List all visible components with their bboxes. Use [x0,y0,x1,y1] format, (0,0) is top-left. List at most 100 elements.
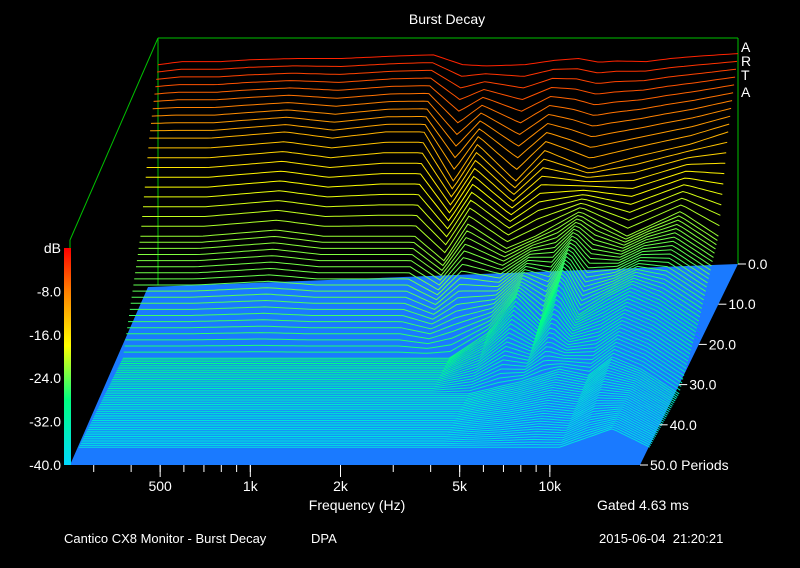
decay-slice [145,170,725,214]
decay-slice [96,383,670,413]
decay-slice [146,160,726,206]
decay-slice [143,190,722,238]
y-axis-ticks: dB -8.0 -16.0 -24.0 -32.0 -40.0 [29,240,61,473]
y-tick-label: -8.0 [37,283,61,299]
chart-title: Burst Decay [409,11,485,27]
decay-slice [140,211,719,262]
x-tick-label: 500 [148,478,172,494]
decay-slice [92,394,666,420]
decay-slice [106,352,681,393]
decay-slice [134,235,712,296]
decay-slice [137,221,716,276]
decay-slice [157,53,739,67]
decay-slice [119,298,696,366]
x-axis-label: Frequency (Hz) [309,497,405,513]
decay-slice [126,266,703,340]
decay-slice [132,242,710,306]
decay-slice [97,380,671,411]
z-axis-ticks: 0.0 10.0 20.0 30.0 40.0 50.0 Periods [640,256,768,473]
decay-slice [125,269,702,345]
decay-slice [130,249,708,315]
decay-slice [114,319,690,377]
decay-slice [117,305,694,370]
decay-slice [115,312,692,373]
decay-slice [105,356,680,395]
decay-slice [118,301,695,368]
decay-slice [156,68,737,89]
decay-slice [101,367,676,402]
decay-slice [99,375,673,407]
decay-slice [122,279,700,359]
decay-slice [127,262,704,335]
decay-slice [85,412,658,434]
watermark-letter-3: T [741,67,750,83]
decay-slice [99,372,674,405]
decay-slice [92,397,665,421]
decay-slice [78,428,651,448]
decay-slice [142,197,721,246]
decay-slice [128,259,705,330]
decay-slice [103,361,678,398]
x-tick-label: 2k [333,478,349,494]
decay-slice [81,422,653,443]
x-tick-label: 1k [243,478,259,494]
decay-slice [157,60,738,77]
decay-slice [111,330,687,382]
y-tick-label: -32.0 [29,414,61,430]
decay-slice [93,391,667,418]
decay-slice [110,334,686,384]
decay-slice [89,404,662,427]
decay-slice [135,231,713,291]
decay-slice [94,389,668,416]
decay-slice [82,420,654,441]
z-tick-label: 0.0 [748,256,768,272]
decay-slice [116,309,693,372]
decay-slice [100,369,675,404]
decay-slice [129,255,706,325]
decay-slice [113,323,689,379]
footer-microphone: DPA [311,531,337,546]
y-tick-label: dB [44,240,61,256]
db-color-scale [64,248,71,465]
decay-slice [120,293,697,364]
decay-slice [136,225,715,281]
decay-slice [151,107,732,147]
footer-timestamp: 2015-06-04 21:20:21 [599,531,724,546]
decay-slice [104,358,679,397]
decay-slice [154,84,735,112]
decay-slice [79,426,652,446]
decay-slice [124,272,702,349]
x-axis-ticks: 500 1k 2k 5k 10k [93,465,563,494]
decay-slice [141,204,720,254]
watermark-letter-4: A [741,84,751,100]
decay-slice [153,92,734,124]
arta-watermark: A R T A [741,39,751,100]
decay-slice [112,327,688,381]
decay-slice [121,284,699,361]
decay-slice [144,177,724,222]
decay-slice [136,228,714,286]
decay-slice [143,184,723,230]
decay-slice [129,252,707,320]
decay-slice [121,289,698,363]
decay-slice [91,400,664,423]
decay-slice [95,386,669,414]
y-tick-label: -24.0 [29,370,61,386]
x-tick-label: 5k [452,478,468,494]
decay-slice [102,364,677,400]
decay-slice [86,410,659,432]
decay-slice [84,416,656,437]
decay-slice [147,151,727,198]
watermark-letter-2: R [741,53,751,69]
decay-slice [138,218,717,272]
decay-slice [90,402,663,425]
x-tick-label: 10k [539,478,563,494]
decay-slice [139,214,718,267]
footer-description: Cantico CX8 Monitor - Burst Decay [64,531,267,546]
decay-slice [133,238,711,301]
decay-slice [150,123,730,171]
y-tick-label: -16.0 [29,327,61,343]
decay-slice [80,424,653,445]
decay-slice [107,345,683,389]
